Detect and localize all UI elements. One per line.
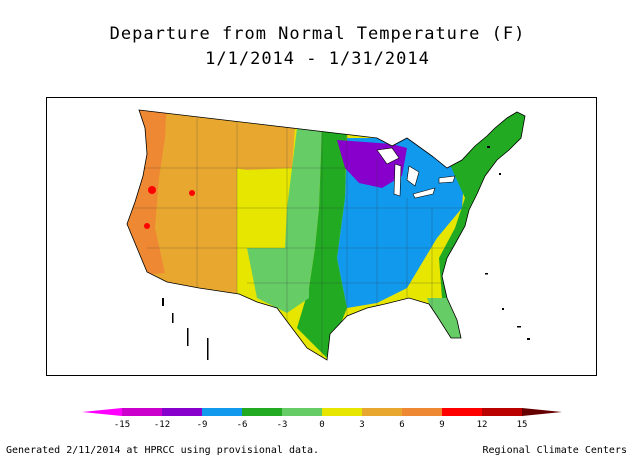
legend-label: -3 <box>276 420 288 430</box>
legend-swatch <box>482 408 522 416</box>
region-northeast <box>439 110 525 360</box>
legend-label: 12 <box>476 420 488 430</box>
legend-swatch <box>162 408 202 416</box>
region-northern-rockies <box>197 118 295 170</box>
us-outline <box>126 109 526 361</box>
coastline-fragments <box>162 146 530 360</box>
region-texas <box>247 248 309 313</box>
legend-swatch <box>242 408 282 416</box>
chart-title: Departure from Normal Temperature (F) <box>109 24 526 44</box>
lake-ontario <box>438 175 456 184</box>
legend-swatch <box>362 408 402 416</box>
legend-labels: -15 -12 -9 -6 -3 0 3 6 9 12 15 <box>82 420 562 434</box>
lake-huron <box>406 165 420 187</box>
legend-swatch <box>282 408 322 416</box>
legend-label: -6 <box>236 420 248 430</box>
legend-label: 9 <box>439 420 445 430</box>
legend-swatch <box>402 408 442 416</box>
legend-label: -15 <box>113 420 131 430</box>
color-legend <box>82 408 562 416</box>
lake-erie <box>412 187 436 199</box>
hotspot <box>148 186 156 194</box>
date-range: 1/1/2014 - 1/31/2014 <box>205 49 430 69</box>
legend-label: 15 <box>516 420 528 430</box>
legend-label: 3 <box>359 420 365 430</box>
map-frame <box>46 97 597 376</box>
legend-arrow-high <box>522 408 562 416</box>
region-florida <box>427 298 467 348</box>
generated-note: Generated 2/11/2014 at HPRCC using provi… <box>6 445 320 456</box>
legend-swatch <box>442 408 482 416</box>
legend-swatch <box>202 408 242 416</box>
hotspot <box>189 190 195 196</box>
legend-swatch <box>122 408 162 416</box>
legend-swatch <box>322 408 362 416</box>
legend-label: 0 <box>319 420 325 430</box>
legend-label: -12 <box>153 420 171 430</box>
legend-arrow-low <box>82 408 122 416</box>
legend-label: -9 <box>196 420 208 430</box>
temperature-map <box>126 109 530 361</box>
region-california <box>127 110 167 278</box>
lake-michigan <box>393 163 402 197</box>
legend-label: 6 <box>399 420 405 430</box>
lake-superior <box>376 147 400 165</box>
hotspot <box>144 223 150 229</box>
source-credit: Regional Climate Centers <box>482 445 628 456</box>
